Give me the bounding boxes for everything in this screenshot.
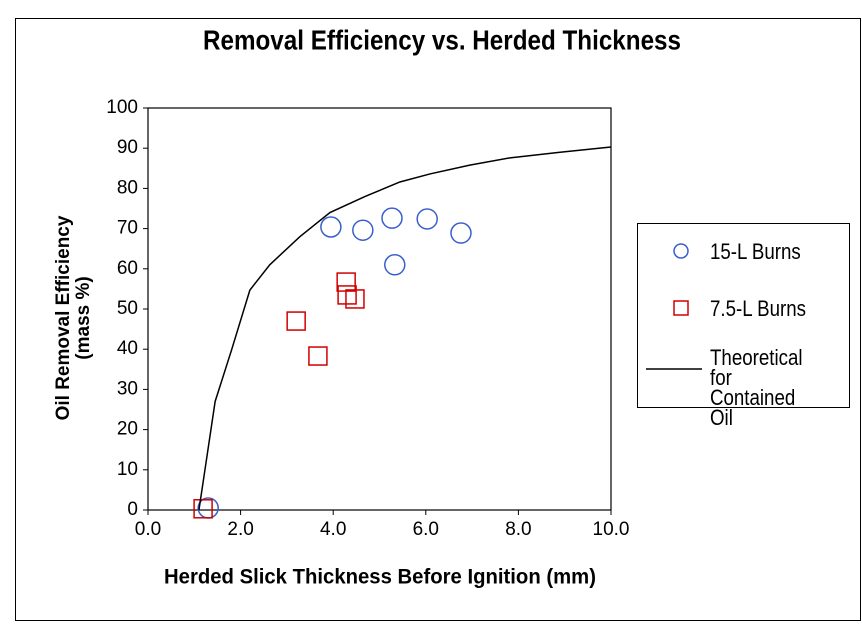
point xyxy=(308,346,328,366)
point xyxy=(197,497,219,519)
point xyxy=(320,216,342,238)
x-tick-label: 4.0 xyxy=(320,519,346,540)
x-tick-label: 2.0 xyxy=(227,519,253,540)
point xyxy=(336,272,356,292)
point xyxy=(416,208,438,230)
x-tick-label: 0.0 xyxy=(135,519,161,540)
y-axis-label: Oil Removal Efficiency xyxy=(53,215,74,420)
x-tick-label: 10.0 xyxy=(593,519,630,540)
legend-label: Theoretical for Contained Oil xyxy=(710,345,803,430)
point xyxy=(286,311,306,331)
y-tick-label: 40 xyxy=(117,338,138,359)
y-axis-label: (mass %) xyxy=(73,276,94,359)
legend: 15-L Burns 7.5-L Burns Theoretical for C… xyxy=(637,223,850,429)
point xyxy=(384,254,406,276)
legend-label: 15-L Burns xyxy=(710,239,801,264)
x-tick-label: 6.0 xyxy=(413,519,439,540)
y-tick-label: 0 xyxy=(127,499,138,520)
point xyxy=(450,222,472,244)
legend-key xyxy=(673,243,689,259)
y-tick-label: 10 xyxy=(117,459,138,480)
y-tick-label: 80 xyxy=(117,177,138,198)
y-tick-label: 50 xyxy=(117,298,138,319)
y-tick-label: 70 xyxy=(117,218,138,239)
y-tick-label: 30 xyxy=(117,378,138,399)
legend-label: 7.5-L Burns xyxy=(710,296,806,321)
point xyxy=(381,207,403,229)
point xyxy=(352,219,374,241)
plot-frame xyxy=(147,107,612,511)
y-tick-label: 90 xyxy=(117,137,138,158)
point xyxy=(193,499,213,519)
x-axis-label: Herded Slick Thickness Before Ignition (… xyxy=(164,566,596,589)
point xyxy=(337,285,357,305)
point xyxy=(345,289,365,309)
y-tick-label: 100 xyxy=(106,97,138,118)
y-tick-label: 60 xyxy=(117,258,138,279)
x-tick-label: 8.0 xyxy=(505,519,531,540)
chart-frame xyxy=(15,18,861,621)
line xyxy=(198,146,612,511)
y-tick-label: 20 xyxy=(117,419,138,440)
legend-key xyxy=(673,300,689,316)
chart-title: Removal Efficiency vs. Herded Thickness xyxy=(203,24,681,55)
legend-keys xyxy=(646,243,702,370)
